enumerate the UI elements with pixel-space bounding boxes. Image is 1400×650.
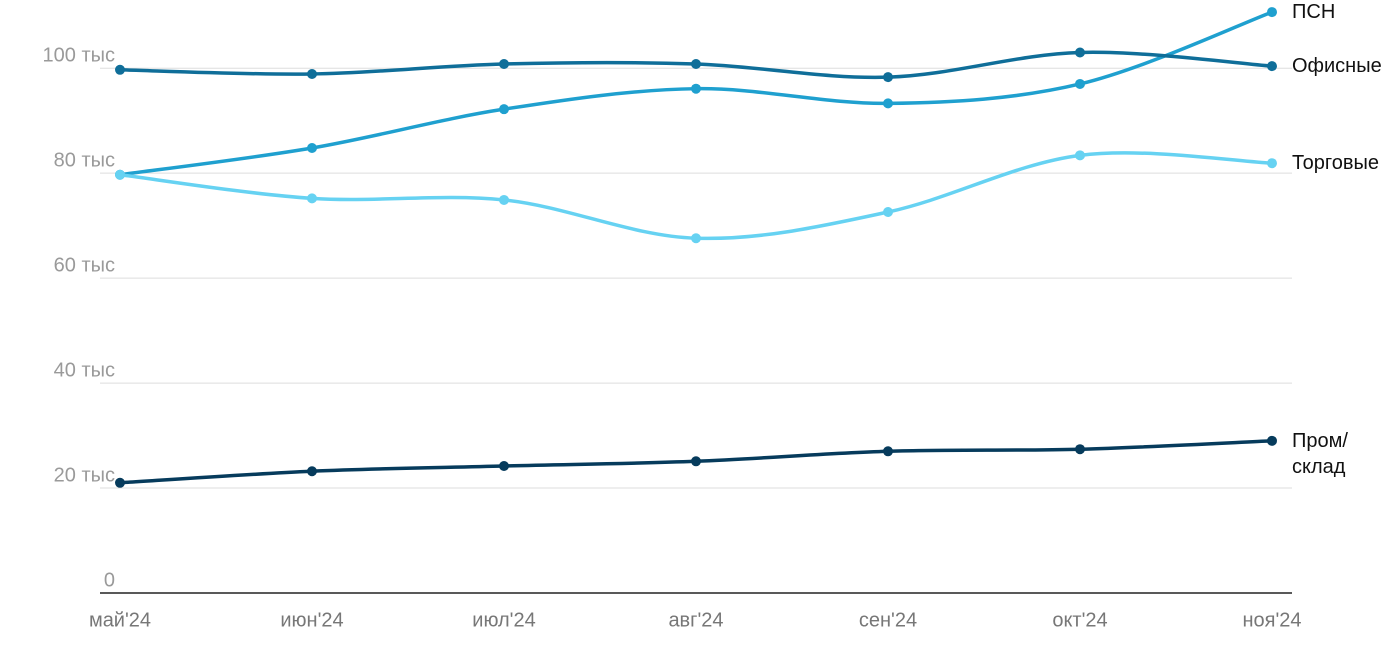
x-tick-label: май'24 <box>89 609 151 631</box>
x-tick-label: окт'24 <box>1052 609 1107 631</box>
point <box>307 68 317 79</box>
point <box>691 456 701 467</box>
point <box>883 72 893 83</box>
point <box>1267 7 1277 18</box>
point <box>1267 158 1277 169</box>
y-tick-label: 60 тыс <box>54 254 115 276</box>
point <box>691 233 701 244</box>
point <box>1267 435 1277 446</box>
point <box>115 477 125 488</box>
point <box>1267 61 1277 72</box>
series-label: Торговые <box>1292 152 1380 175</box>
point <box>307 193 317 204</box>
point <box>883 446 893 457</box>
y-tick-label: 20 тыс <box>54 464 115 486</box>
y-tick-label: 40 тыс <box>54 359 115 381</box>
y-tick-label: 80 тыс <box>54 149 115 171</box>
point <box>307 466 317 477</box>
x-tick-label: июн'24 <box>280 609 343 631</box>
point <box>499 461 509 472</box>
point <box>307 142 317 153</box>
series-label: Офисные <box>1292 55 1382 78</box>
x-tick-label: июл'24 <box>472 609 535 631</box>
point <box>115 64 125 75</box>
point <box>1075 150 1085 161</box>
point <box>115 169 125 180</box>
point <box>1075 47 1085 58</box>
point <box>691 59 701 70</box>
point <box>1075 78 1085 89</box>
x-tick-label: авг'24 <box>668 609 723 631</box>
point <box>499 194 509 205</box>
y-tick-label: 0 <box>104 569 115 591</box>
point <box>691 83 701 94</box>
point <box>883 207 893 218</box>
series-label: ПСН <box>1292 1 1336 24</box>
point <box>499 59 509 70</box>
point <box>883 98 893 109</box>
y-tick-label: 100 тыс <box>43 45 115 67</box>
x-tick-label: сен'24 <box>859 609 917 631</box>
point <box>499 104 509 115</box>
series-line <box>119 151 1273 241</box>
x-tick-label: ноя'24 <box>1242 609 1301 631</box>
series-label: Пром/ склад <box>1292 429 1348 478</box>
point <box>1075 444 1085 455</box>
